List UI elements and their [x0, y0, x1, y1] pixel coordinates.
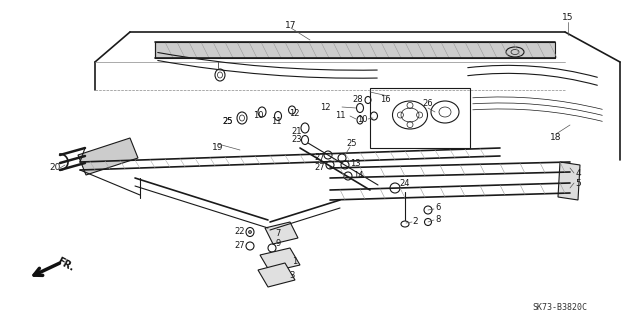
Text: 13: 13	[349, 159, 360, 167]
Text: 23: 23	[292, 136, 302, 145]
Text: 25: 25	[223, 117, 233, 127]
Polygon shape	[155, 42, 555, 58]
Text: 10: 10	[253, 110, 263, 120]
Text: 27: 27	[315, 164, 325, 173]
Text: 1: 1	[292, 257, 298, 266]
Text: 16: 16	[380, 95, 390, 105]
Polygon shape	[78, 138, 138, 175]
Text: 5: 5	[575, 179, 581, 188]
Text: 2: 2	[412, 218, 418, 226]
Text: 14: 14	[353, 170, 364, 180]
Text: 11: 11	[271, 116, 281, 125]
Text: 9: 9	[275, 240, 280, 249]
Text: 6: 6	[435, 204, 441, 212]
Text: 15: 15	[563, 13, 573, 23]
Text: 27: 27	[235, 241, 245, 250]
Text: 10: 10	[356, 115, 367, 124]
Text: 7: 7	[275, 228, 281, 238]
Text: 3: 3	[289, 271, 294, 279]
Ellipse shape	[248, 231, 252, 234]
Text: 18: 18	[550, 133, 562, 143]
Text: 4: 4	[575, 168, 581, 177]
Polygon shape	[265, 222, 298, 244]
Bar	[370, 88, 470, 148]
Polygon shape	[558, 162, 580, 200]
Text: 21: 21	[292, 127, 302, 136]
Text: 8: 8	[435, 216, 441, 225]
Polygon shape	[260, 248, 300, 272]
Text: 22: 22	[235, 227, 245, 236]
Text: 28: 28	[353, 95, 364, 105]
Text: 20: 20	[49, 164, 61, 173]
Text: 26: 26	[422, 100, 433, 108]
Text: 12: 12	[289, 108, 300, 117]
Text: 25: 25	[347, 138, 357, 147]
Text: 25: 25	[223, 117, 233, 127]
Text: SK73-B3820C: SK73-B3820C	[532, 303, 588, 313]
Text: 12: 12	[320, 102, 330, 112]
Text: 11: 11	[335, 110, 345, 120]
Text: 19: 19	[212, 144, 224, 152]
Polygon shape	[258, 263, 295, 287]
Text: 27: 27	[315, 153, 325, 162]
Text: 17: 17	[285, 20, 297, 29]
Text: 24: 24	[400, 180, 410, 189]
Text: FR.: FR.	[55, 256, 76, 274]
